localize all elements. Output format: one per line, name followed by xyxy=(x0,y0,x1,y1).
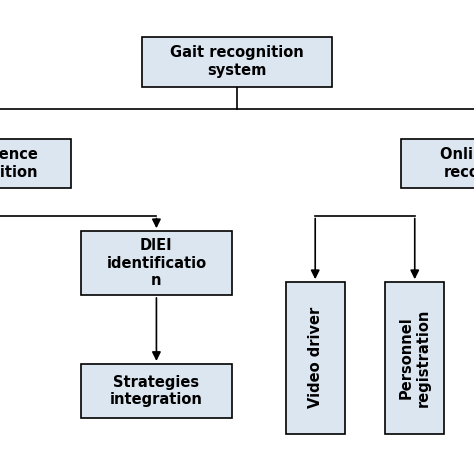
FancyBboxPatch shape xyxy=(0,138,71,188)
Text: Strategies
integration: Strategies integration xyxy=(110,375,203,407)
Text: Video driver: Video driver xyxy=(308,307,323,409)
Text: Personnel
registration: Personnel registration xyxy=(399,309,431,407)
FancyBboxPatch shape xyxy=(385,282,444,434)
FancyBboxPatch shape xyxy=(142,37,332,87)
FancyBboxPatch shape xyxy=(81,364,232,419)
Text: e sequence
recognition: e sequence recognition xyxy=(0,147,38,180)
Text: DlEI
identificatio
n: DlEI identificatio n xyxy=(106,238,207,288)
Text: Online clu
recogniti: Online clu recogniti xyxy=(440,147,474,180)
Text: Gait recognition
system: Gait recognition system xyxy=(170,46,304,78)
FancyBboxPatch shape xyxy=(285,282,345,434)
FancyBboxPatch shape xyxy=(401,138,474,188)
FancyBboxPatch shape xyxy=(81,231,232,295)
